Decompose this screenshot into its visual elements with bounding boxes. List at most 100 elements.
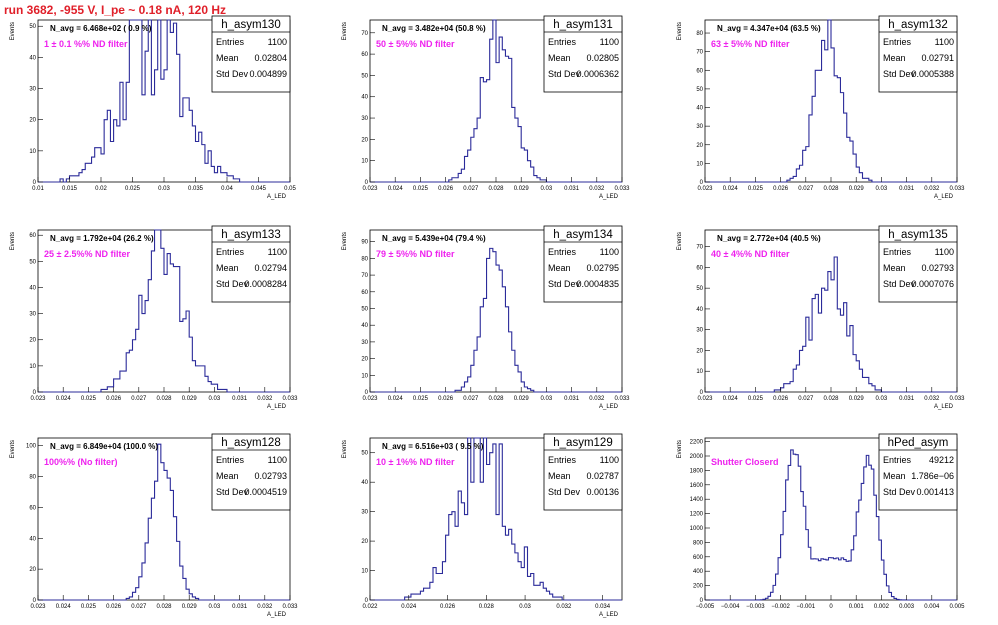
x-tick-label: 0.029: [514, 396, 530, 402]
x-tick-label: 0.029: [182, 396, 198, 402]
y-tick-label: 1800: [690, 468, 704, 474]
stat-label: Std Dev: [548, 69, 581, 79]
x-tick-label: 0.025: [748, 396, 764, 402]
x-axis-label: A_LED: [267, 194, 287, 200]
y-tick-label: 0: [365, 390, 369, 396]
y-axis-label: Events: [677, 232, 683, 250]
x-tick-label: 0.023: [697, 186, 713, 192]
stat-value: 0.0006362: [576, 69, 619, 79]
y-tick-label: 20: [696, 143, 703, 149]
stat-value: 1100: [268, 247, 287, 257]
x-tick-label: 0.045: [251, 186, 267, 192]
stat-label: Std Dev: [883, 69, 916, 79]
y-tick-label: 40: [29, 55, 36, 61]
y-tick-label: 40: [696, 106, 703, 112]
stat-value: 1100: [935, 247, 954, 257]
run-title: run 3682, -955 V, I_pe ~ 0.18 nA, 120 Hz: [4, 3, 227, 17]
stat-label: Entries: [548, 455, 577, 465]
stat-label: Std Dev: [216, 279, 249, 289]
y-tick-label: 50: [696, 87, 703, 93]
y-tick-label: 50: [29, 259, 36, 265]
navg-label: N_avg = 2.772e+04 (40.5 %): [717, 234, 821, 243]
x-tick-label: 0.033: [282, 396, 298, 402]
x-tick-label: 0.029: [182, 604, 198, 610]
x-tick-label: 0.024: [56, 604, 72, 610]
x-tick-label: 0.033: [282, 604, 298, 610]
y-axis-label: Events: [677, 440, 683, 458]
x-tick-label: 0.028: [156, 396, 172, 402]
y-tick-label: 70: [361, 273, 368, 279]
x-tick-label: 0.031: [899, 186, 915, 192]
y-tick-label: 30: [696, 328, 703, 334]
filter-label: 10 ± 1%% ND filter: [376, 457, 455, 467]
stat-value: 0.02794: [254, 263, 287, 273]
stat-value: 0.0008284: [244, 279, 287, 289]
filter-label: 1 ± 0.1 %% ND filter: [44, 39, 128, 49]
x-tick-label: 0.03: [876, 186, 888, 192]
stats-box: [543, 433, 623, 511]
y-tick-label: 20: [29, 567, 36, 573]
y-axis-label: Events: [342, 232, 348, 250]
stat-label: Mean: [548, 53, 571, 63]
y-tick-label: 0: [365, 598, 369, 604]
x-tick-label: 0.028: [488, 396, 504, 402]
x-tick-label: 0.031: [564, 186, 580, 192]
stat-label: Std Dev: [548, 279, 581, 289]
y-tick-label: 1200: [690, 512, 704, 518]
stat-value: 1100: [268, 37, 287, 47]
stats-box: [211, 225, 291, 303]
y-tick-label: 60: [29, 505, 36, 511]
navg-label: N_avg = 1.792e+04 (26.2 %): [50, 234, 154, 243]
stat-label: Entries: [216, 455, 245, 465]
navg-label: N_avg = 3.482e+04 (50.8 %): [382, 24, 486, 33]
y-tick-label: 0: [700, 180, 704, 186]
stat-value: 1100: [935, 37, 954, 47]
histogram-name: h_asym131: [553, 19, 612, 31]
y-axis-label: Events: [10, 22, 16, 40]
y-tick-label: 30: [361, 340, 368, 346]
x-axis-label: A_LED: [267, 612, 287, 618]
x-tick-label: 0.026: [773, 186, 789, 192]
x-tick-label: 0.024: [388, 396, 404, 402]
y-tick-label: 20: [696, 348, 703, 354]
x-tick-label: 0.027: [463, 186, 479, 192]
stat-value: 1.786e−06: [911, 471, 954, 481]
stats-box: [878, 225, 958, 303]
y-tick-label: 1400: [690, 497, 704, 503]
x-tick-label: 0.01: [32, 186, 44, 192]
histogram-name: h_asym134: [553, 229, 613, 241]
y-tick-label: 60: [696, 265, 703, 271]
y-tick-label: 1000: [690, 526, 704, 532]
x-tick-label: 0.032: [589, 396, 605, 402]
stat-label: Entries: [548, 247, 577, 257]
x-tick-label: 0.024: [723, 396, 739, 402]
histogram-line: [370, 19, 622, 183]
histogram-panel-h_asym135: 0.023 0.024 0.025 0.026 0.027 0.028 0.029 0.03 0…: [677, 225, 965, 410]
x-tick-label: 0.001: [849, 604, 865, 610]
stat-label: Mean: [883, 53, 906, 63]
x-tick-label: 0.032: [257, 604, 273, 610]
x-tick-label: 0.025: [81, 396, 97, 402]
y-tick-label: 2000: [690, 454, 704, 460]
histogram-line: [705, 449, 957, 601]
y-axis-label: Events: [677, 22, 683, 40]
x-tick-label: 0.028: [156, 604, 172, 610]
histogram-line: [370, 437, 622, 601]
x-tick-label: 0.05: [284, 186, 296, 192]
y-tick-label: 100: [26, 444, 37, 450]
histogram-line: [38, 443, 290, 601]
histogram-name: h_asym129: [553, 437, 612, 449]
histogram-name: h_asym132: [888, 19, 947, 31]
x-axis-label: A_LED: [599, 194, 619, 200]
x-tick-label: 0.002: [874, 604, 890, 610]
x-tick-label: 0.033: [614, 186, 630, 192]
y-tick-label: 50: [29, 24, 36, 30]
x-tick-label: 0.025: [81, 604, 97, 610]
x-tick-label: 0.027: [798, 396, 814, 402]
navg-label: N_avg = 6.468e+02 ( 0.9 %): [50, 24, 152, 33]
y-tick-label: 0: [33, 390, 37, 396]
stat-label: Std Dev: [216, 69, 249, 79]
x-tick-label: 0.033: [949, 186, 965, 192]
y-tick-label: 20: [29, 118, 36, 124]
